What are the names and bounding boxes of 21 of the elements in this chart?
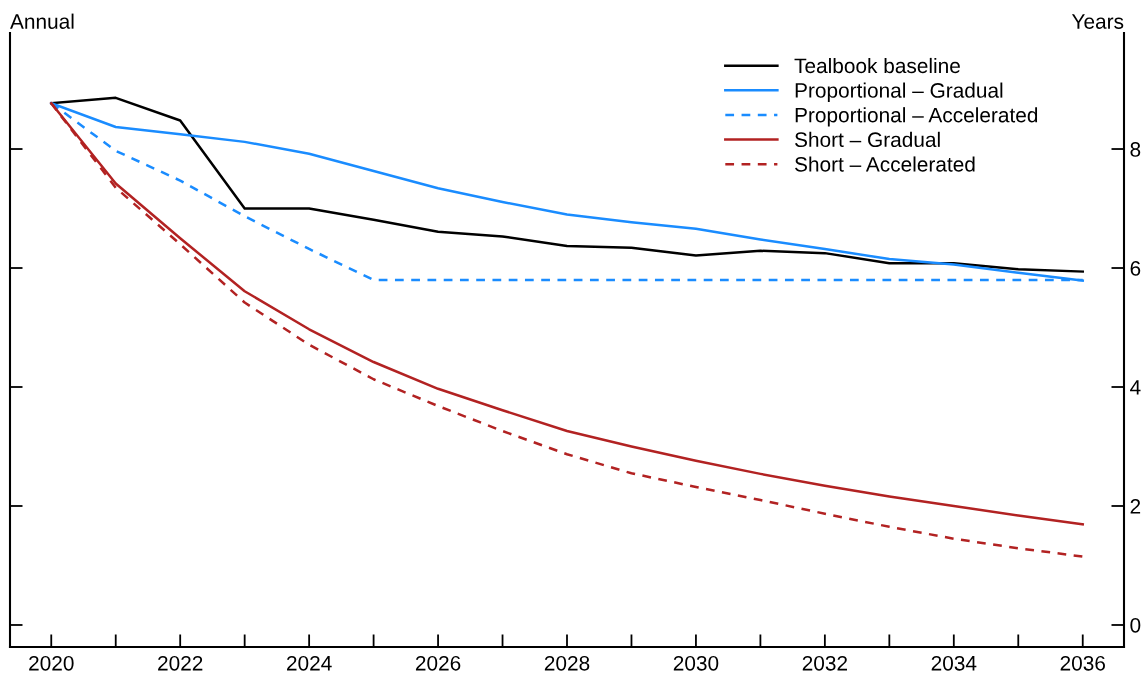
x-tick-label: 2030 xyxy=(673,655,719,671)
y-tick-label: 4 xyxy=(1130,380,1141,395)
x-tick-label: 2020 xyxy=(29,655,74,671)
y-tick-label: 6 xyxy=(1130,261,1141,276)
x-tick-label: 2032 xyxy=(802,655,847,671)
y-axis-title: Annual xyxy=(10,13,74,29)
y2-axis-title: Years xyxy=(1071,14,1124,29)
y-tick-label: 0 xyxy=(1130,617,1141,633)
legend-label: Short – Accelerated xyxy=(795,156,975,172)
x-tick-label: 2028 xyxy=(544,655,590,671)
x-tick-label: 2022 xyxy=(158,655,203,671)
x-tick-label: 2024 xyxy=(287,655,332,671)
legend-label: Proportional – Gradual xyxy=(795,82,1003,102)
x-tick-label: 2034 xyxy=(931,655,977,671)
x-tick-label: 2026 xyxy=(415,655,461,671)
legend-label: Proportional – Accelerated xyxy=(795,107,1038,127)
legend-label: Short – Gradual xyxy=(795,131,940,148)
x-tick-label: 2036 xyxy=(1060,655,1105,671)
y-tick-label: 2 xyxy=(1130,499,1141,514)
legend-label: Tealbook baseline xyxy=(794,57,960,74)
y-tick-label: 8 xyxy=(1130,142,1141,157)
